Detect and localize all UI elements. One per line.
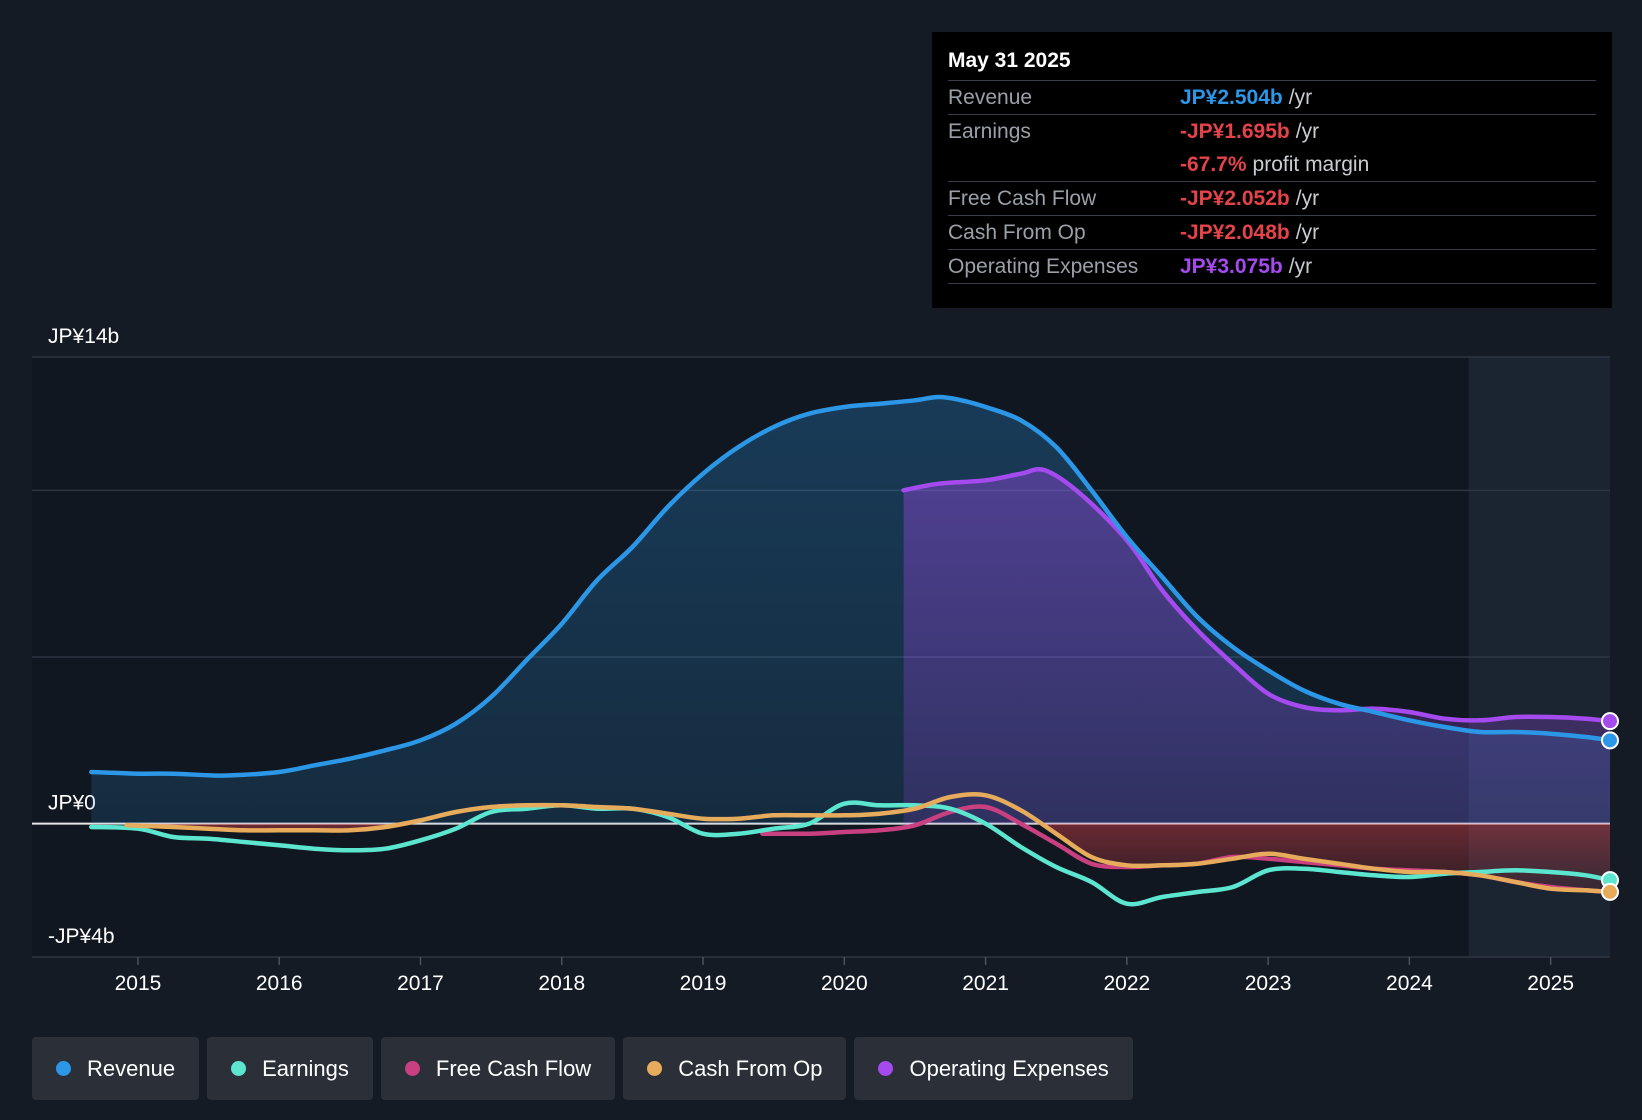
y-tick-label: JP¥0	[48, 792, 96, 815]
tooltip-value: JP¥3.075b	[1180, 255, 1283, 278]
series-line-revenue	[89, 394, 1613, 778]
tooltip-value: JP¥2.504b	[1180, 86, 1283, 109]
legend-label: Operating Expenses	[909, 1055, 1109, 1081]
legend: Revenue Earnings Free Cash Flow Cash Fro…	[32, 1037, 1133, 1100]
series-line-earnings	[89, 800, 1613, 907]
tooltip-value: -JP¥2.048b	[1180, 221, 1290, 244]
x-tick-label: 2021	[962, 972, 1009, 995]
x-tick-label: 2022	[1103, 972, 1150, 995]
tooltip-unit: profit margin	[1252, 153, 1370, 176]
end-marker-cfo	[1601, 882, 1619, 901]
tooltip-unit: /yr	[1295, 221, 1320, 244]
legend-dot-icon	[56, 1061, 71, 1076]
tooltip-row-revenue: Revenue JP¥2.504b /yr	[948, 80, 1596, 114]
legend-item-earnings[interactable]: Earnings	[207, 1037, 373, 1100]
opex-area	[903, 469, 1610, 824]
legend-item-cash-from-op[interactable]: Cash From Op	[623, 1037, 847, 1100]
x-tick-label: 2019	[680, 972, 727, 995]
tooltip-unit: /yr	[1295, 187, 1320, 210]
x-tick-label: 2015	[115, 972, 162, 995]
legend-label: Revenue	[87, 1055, 176, 1081]
x-tick-label: 2024	[1386, 972, 1433, 995]
legend-item-revenue[interactable]: Revenue	[32, 1037, 200, 1100]
legend-label: Free Cash Flow	[435, 1055, 592, 1081]
x-tick-label: 2018	[538, 972, 585, 995]
series-line-opex	[901, 466, 1613, 724]
tooltip-label	[948, 148, 1180, 181]
legend-label: Earnings	[262, 1055, 349, 1081]
tooltip-unit: /yr	[1295, 120, 1320, 143]
tooltip-label: Cash From Op	[948, 221, 1086, 244]
end-marker-revenue	[1601, 731, 1619, 750]
tooltip-label: Free Cash Flow	[948, 187, 1097, 210]
tooltip-value: -JP¥2.052b	[1180, 187, 1290, 210]
y-tick-label: JP¥14b	[48, 325, 119, 348]
legend-item-operating-expenses[interactable]: Operating Expenses	[854, 1037, 1133, 1100]
tooltip-label: Earnings	[948, 120, 1031, 143]
legend-item-free-cash-flow[interactable]: Free Cash Flow	[380, 1037, 616, 1100]
tooltip-panel: May 31 2025 Revenue JP¥2.504b /yr Earnin…	[932, 32, 1612, 308]
negative-cashflow-area	[126, 823, 1610, 892]
x-tick-label: 2025	[1527, 972, 1574, 995]
tooltip-label: Revenue	[948, 86, 1033, 109]
tooltip-row-profit-margin: -67.7% profit margin	[948, 148, 1596, 181]
series-line-cfo	[124, 792, 1613, 895]
tooltip-date: May 31 2025	[948, 49, 1071, 72]
tooltip-row-cash-from-op: Cash From Op -JP¥2.048b /yr	[948, 215, 1596, 249]
tooltip-row-earnings: Earnings -JP¥1.695b /yr	[948, 114, 1596, 148]
legend-dot-icon	[231, 1061, 247, 1076]
tooltip-row-operating-expenses: Operating Expenses JP¥3.075b /yr	[948, 249, 1596, 284]
tooltip-value: -JP¥1.695b	[1180, 120, 1290, 143]
legend-dot-icon	[647, 1061, 663, 1076]
x-tick-label: 2016	[256, 972, 303, 995]
legend-dot-icon	[404, 1061, 420, 1076]
x-tick-label: 2017	[397, 972, 444, 995]
tooltip-unit: /yr	[1288, 86, 1313, 109]
legend-dot-icon	[878, 1061, 894, 1076]
tooltip-value: -67.7%	[1180, 153, 1247, 176]
tooltip-unit: /yr	[1288, 255, 1313, 278]
y-tick-label: -JP¥4b	[48, 925, 115, 948]
x-tick-label: 2023	[1245, 972, 1292, 995]
tooltip-label: Operating Expenses	[948, 255, 1139, 278]
x-tick-label: 2020	[821, 972, 868, 995]
legend-label: Cash From Op	[678, 1055, 823, 1081]
end-marker-opex	[1601, 712, 1619, 731]
tooltip-row-free-cash-flow: Free Cash Flow -JP¥2.052b /yr	[948, 181, 1596, 215]
